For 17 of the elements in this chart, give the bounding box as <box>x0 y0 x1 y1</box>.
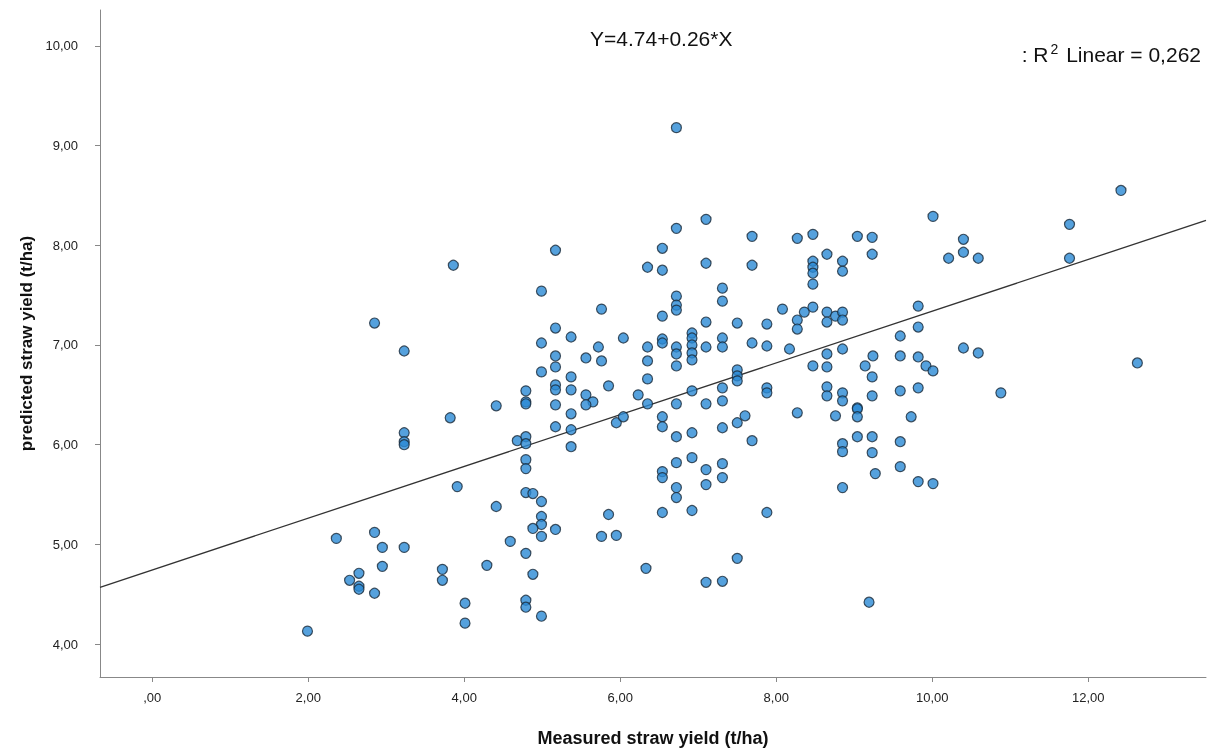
y-tick-label: 4,00 <box>52 636 78 652</box>
x-tick-label: 2,00 <box>295 690 321 705</box>
y-axis-title: predicted straw yield (t/ha) <box>16 235 36 452</box>
annotation: Y=4.74+0.26*X <box>590 27 733 50</box>
x-tick-label: 6,00 <box>607 690 633 705</box>
x-tick-label: 10,00 <box>915 690 949 705</box>
x-tick-label: 8,00 <box>763 690 789 705</box>
y-tick-label: 7,00 <box>52 337 78 353</box>
y-tick-label: 5,00 <box>52 536 78 552</box>
x-axis-title: Measured straw yield (t/ha) <box>537 728 769 748</box>
x-tick-label: ,00 <box>143 690 162 705</box>
x-tick-label: 4,00 <box>451 690 477 705</box>
x-tick-label: 12,00 <box>1071 690 1105 705</box>
y-tick-label: 8,00 <box>52 237 78 253</box>
y-tick-label: 10,00 <box>45 38 78 54</box>
y-tick-label: 9,00 <box>52 138 78 154</box>
y-tick-label: 6,00 <box>52 437 78 453</box>
